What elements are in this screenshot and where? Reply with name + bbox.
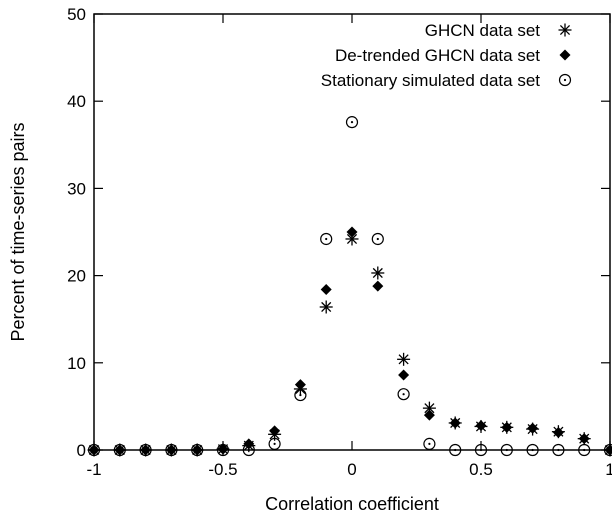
data-point [371,266,384,279]
data-point [321,284,332,295]
data-point [88,444,101,457]
data-point [449,416,462,429]
data-point [217,443,230,456]
data-point [320,300,333,313]
y-tick-label: 20 [67,267,86,286]
legend-marker [560,50,571,61]
data-point [500,421,513,434]
y-axis-title: Percent of time-series pairs [8,122,28,341]
data-point [397,353,410,366]
data-point [165,444,178,457]
data-point [294,382,307,395]
legend-label: Stationary simulated data set [321,71,541,90]
data-points [88,117,612,457]
data-point [113,444,126,457]
data-point [398,389,409,400]
x-tick-label: -1 [86,460,101,479]
data-point [578,432,591,445]
data-point [372,281,383,292]
data-point [424,438,435,449]
data-point [423,402,436,415]
x-tick-label: -0.5 [208,460,237,479]
y-tick-label: 10 [67,354,86,373]
data-point [398,370,409,381]
data-point [268,428,281,441]
y-tick-label: 50 [67,5,86,24]
data-point [552,425,565,438]
data-point [242,439,255,452]
data-point [347,117,358,128]
data-point [346,232,359,245]
x-axis-title: Correlation coefficient [265,494,439,514]
y-tick-label: 40 [67,92,86,111]
data-point [475,420,488,433]
legend: GHCN data set De-trended GHCN data set Sta… [321,21,572,90]
legend-label: De-trended GHCN data set [335,46,540,65]
data-point [191,444,204,457]
data-point [526,423,539,436]
x-tick-label: 1 [605,460,612,479]
legend-marker [560,75,571,86]
data-point [372,233,383,244]
legend-label: GHCN data set [425,21,541,40]
y-tick-label: 0 [77,441,86,460]
x-tick-label: 0.5 [469,460,493,479]
data-point [139,444,152,457]
y-tick-label: 30 [67,179,86,198]
data-point [321,233,332,244]
legend-marker [559,24,572,37]
x-tick-label: 0 [347,460,356,479]
